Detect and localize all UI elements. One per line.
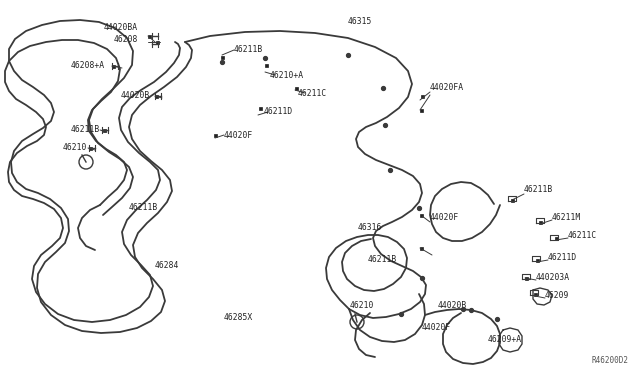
Text: 46315: 46315: [348, 17, 372, 26]
Text: 46209: 46209: [545, 291, 570, 299]
Text: 46316: 46316: [358, 224, 382, 232]
Text: 440203A: 440203A: [536, 273, 570, 282]
Text: R46200D2: R46200D2: [591, 356, 628, 365]
Text: 44020F: 44020F: [422, 324, 451, 333]
Text: 46284: 46284: [155, 260, 179, 269]
Bar: [111, 64, 115, 67]
Bar: [259, 106, 262, 109]
Bar: [102, 128, 106, 131]
Bar: [214, 134, 216, 137]
Text: 46211B: 46211B: [368, 256, 397, 264]
Text: 46210: 46210: [63, 144, 87, 153]
Bar: [538, 221, 541, 224]
Bar: [88, 147, 92, 150]
Text: 46209+A: 46209+A: [488, 336, 522, 344]
Text: 46211D: 46211D: [264, 108, 293, 116]
Text: 46211M: 46211M: [552, 214, 581, 222]
Text: 46211B: 46211B: [524, 186, 553, 195]
Bar: [419, 214, 422, 217]
Bar: [511, 199, 513, 202]
Text: 44020B: 44020B: [438, 301, 467, 311]
Bar: [156, 41, 159, 44]
Bar: [147, 35, 150, 38]
Text: 44020BA: 44020BA: [104, 23, 138, 32]
Bar: [534, 292, 536, 295]
Text: 46211B: 46211B: [129, 203, 157, 212]
Bar: [154, 94, 157, 97]
Bar: [554, 237, 557, 240]
Text: 46208: 46208: [114, 35, 138, 45]
Text: 44020F: 44020F: [430, 214, 460, 222]
Text: 46210+A: 46210+A: [270, 71, 304, 80]
Text: 44020FA: 44020FA: [430, 83, 464, 93]
Text: 44020F: 44020F: [224, 131, 253, 140]
Text: 46285X: 46285X: [223, 314, 253, 323]
Text: 46211B: 46211B: [234, 45, 263, 55]
Bar: [419, 247, 422, 250]
Bar: [221, 55, 223, 58]
Text: 46208+A: 46208+A: [71, 61, 105, 70]
Bar: [419, 109, 422, 112]
Text: 46211D: 46211D: [548, 253, 577, 263]
Bar: [536, 259, 538, 262]
Bar: [294, 87, 298, 90]
Text: 44020B: 44020B: [121, 90, 150, 99]
Text: 46211C: 46211C: [568, 231, 597, 240]
Text: 46211C: 46211C: [298, 89, 327, 97]
Text: 46210: 46210: [350, 301, 374, 311]
Bar: [525, 276, 527, 279]
Bar: [264, 64, 268, 67]
Bar: [420, 94, 424, 97]
Text: 46211B: 46211B: [71, 125, 100, 135]
